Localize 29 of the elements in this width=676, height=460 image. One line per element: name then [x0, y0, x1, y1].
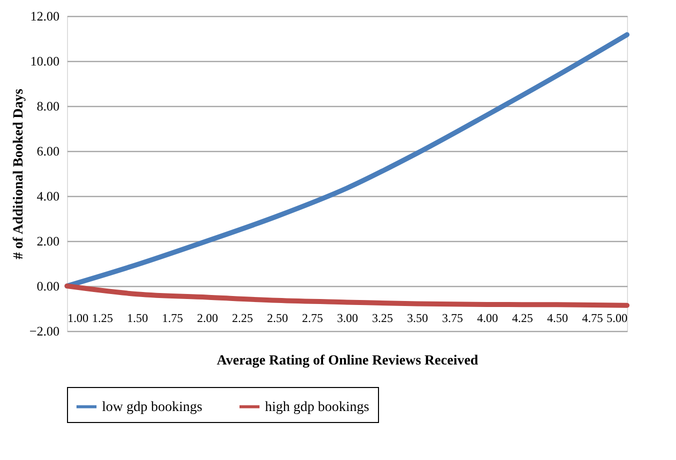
y-tick-label: 10.00: [30, 54, 60, 68]
legend-label: low gdp bookings: [102, 400, 202, 415]
y-tick-label: −2.00: [29, 324, 60, 338]
x-tick-label: 2.50: [267, 310, 288, 325]
x-tick-label: 2.25: [232, 310, 253, 325]
y-axis-title: # of Additional Booked Days: [11, 88, 26, 260]
x-tick-label: 5.00: [606, 310, 628, 325]
x-tick-label: 1.25: [92, 310, 113, 325]
x-tick-label: 4.25: [512, 310, 533, 325]
y-tick-label: 2.00: [36, 234, 60, 248]
x-tick-label: 3.00: [337, 310, 358, 325]
y-tick-label: 0.00: [36, 278, 60, 294]
x-tick-label: 1.00: [68, 310, 88, 325]
x-tick-label: 4.75: [582, 310, 603, 325]
x-tick-label: 3.75: [442, 310, 463, 325]
x-tick-label: 2.75: [302, 310, 323, 325]
x-tick-label: 4.50: [547, 310, 568, 325]
y-tick-label: 12.00: [30, 8, 60, 24]
x-tick-label: 4.00: [477, 310, 498, 325]
x-axis-title: Average Rating of Online Reviews Received: [216, 354, 478, 368]
y-tick-label: 4.00: [36, 188, 60, 204]
y-tick-label: 8.00: [36, 98, 60, 114]
legend-label: high gdp bookings: [265, 400, 370, 415]
x-tick-label: 1.50: [127, 310, 148, 325]
y-tick-label: 6.00: [36, 144, 60, 158]
x-tick-label: 3.50: [407, 310, 428, 325]
x-tick-label: 1.75: [162, 310, 183, 325]
x-tick-label: 3.25: [372, 310, 393, 325]
x-tick-label: 2.00: [197, 310, 218, 325]
